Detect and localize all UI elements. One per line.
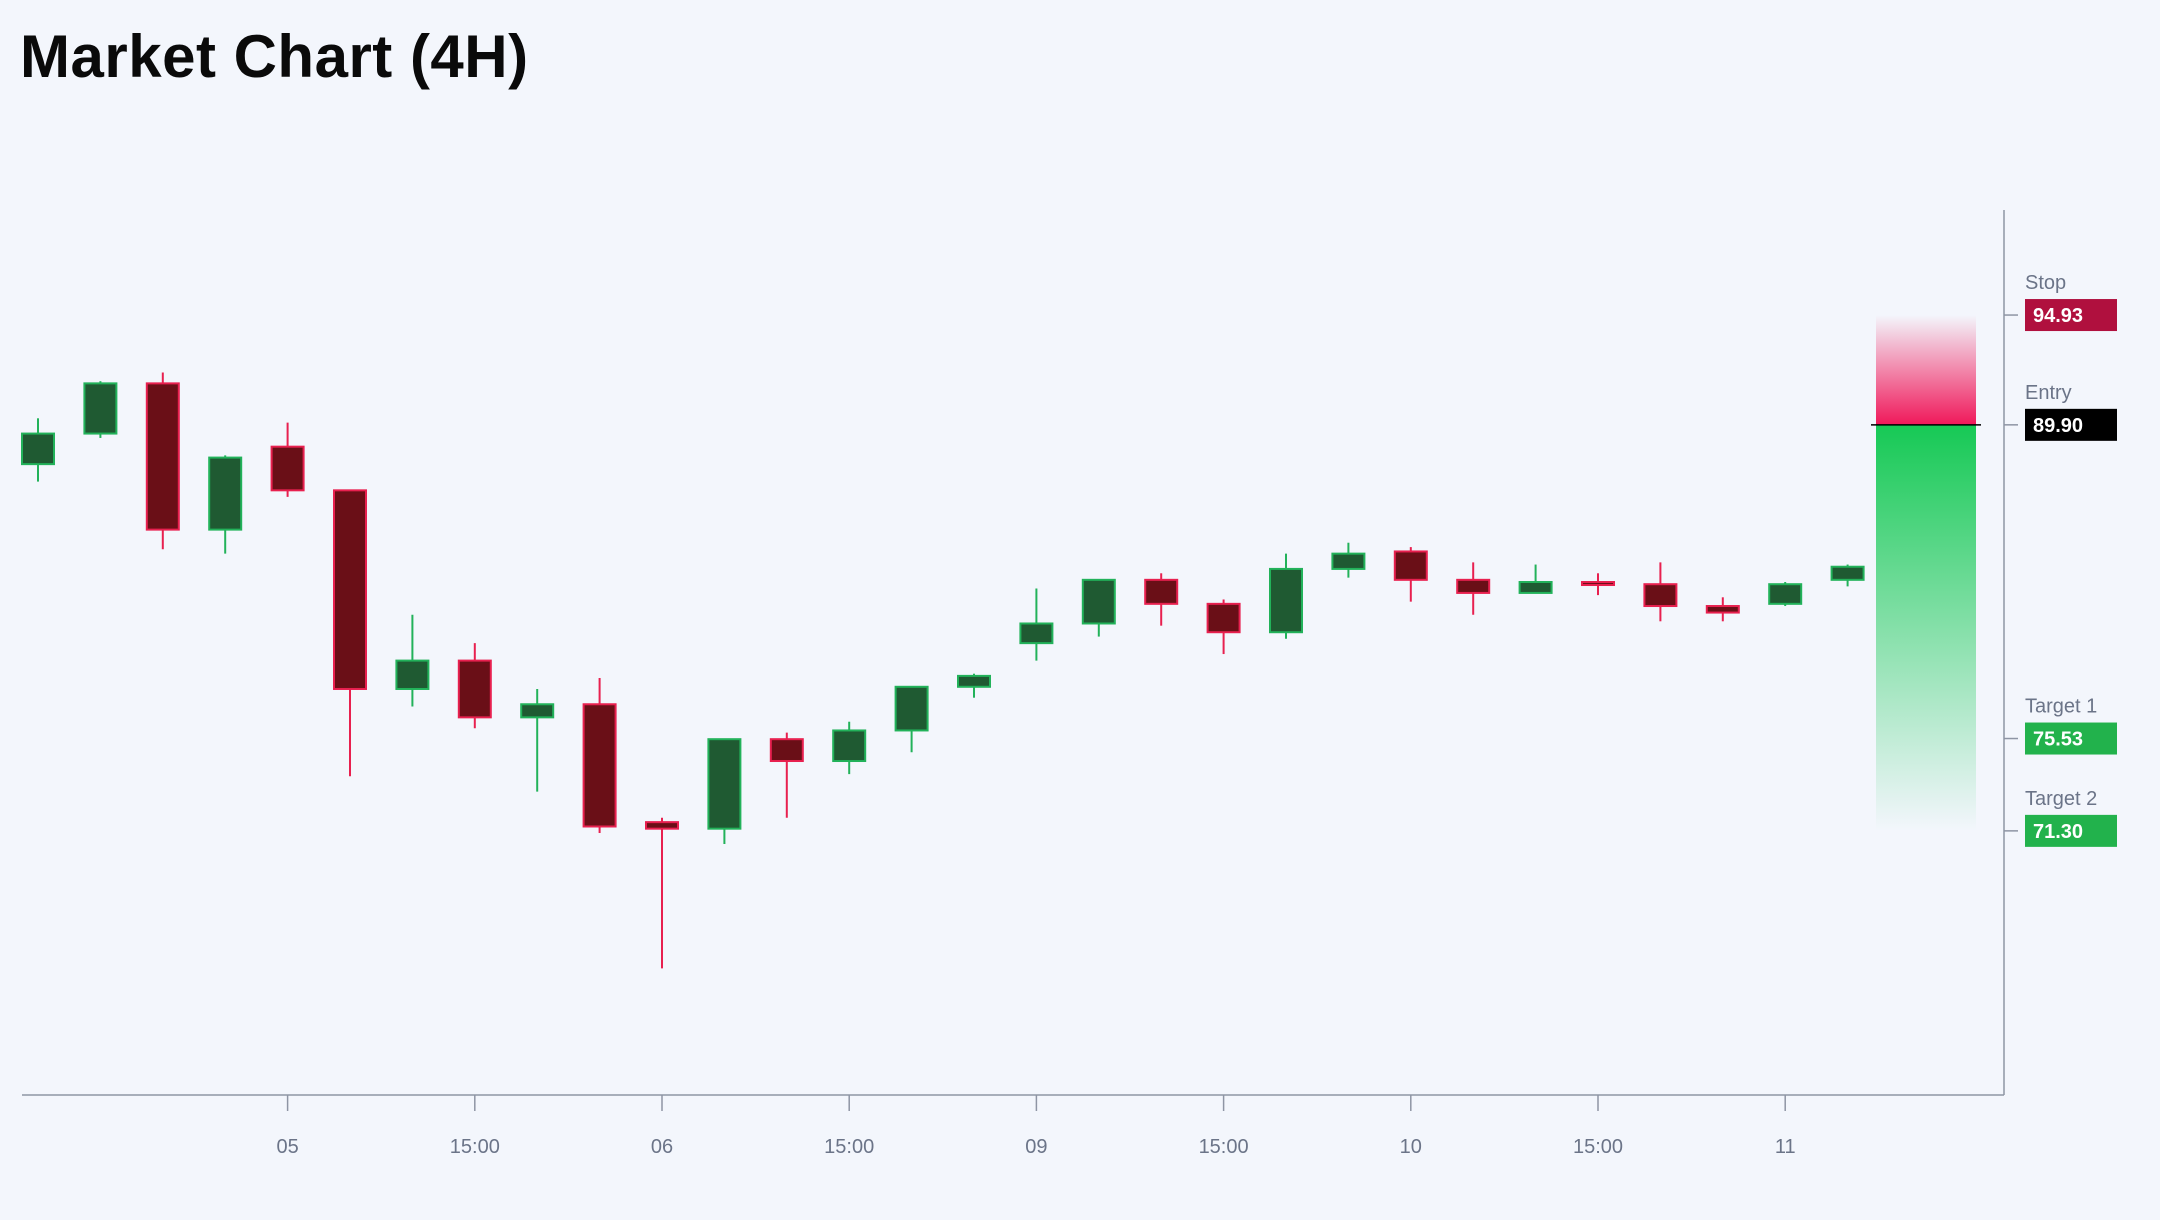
- candle-10: [645, 817, 679, 969]
- candle-body: [1206, 602, 1241, 634]
- level-target1: Target 1 75.53: [2004, 696, 2117, 755]
- candle-21: [1331, 542, 1366, 578]
- candle-body: [1081, 578, 1116, 625]
- candle-body: [457, 659, 492, 719]
- level-badge: [2025, 814, 2117, 847]
- x-tick-label: 15:00: [1573, 1136, 1623, 1158]
- candle-body: [145, 382, 180, 531]
- candle-body: [894, 685, 929, 732]
- x-tick-label: 06: [651, 1136, 673, 1158]
- candle-0: [21, 418, 55, 482]
- candle-body: [582, 703, 617, 828]
- axes: 05 15:00 06 15:00 09 15:00 10 15:00 11: [22, 210, 2005, 1158]
- candle-body: [1518, 581, 1553, 594]
- candle-body: [270, 445, 305, 492]
- candle-11: [707, 738, 742, 844]
- candle-26: [1643, 562, 1678, 622]
- candle-15: [957, 673, 991, 698]
- candle-27: [1705, 597, 1740, 622]
- price-levels: Stop 94.93 Entry 89.90 Target 1 75.53 Target 2…: [2004, 272, 2117, 847]
- candles: [21, 372, 1865, 969]
- x-tick-label: 15:00: [1199, 1136, 1249, 1158]
- level-label: Entry: [2025, 382, 2072, 404]
- level-entry: Entry 89.90: [2004, 382, 2117, 441]
- x-tick-label: 05: [276, 1136, 298, 1158]
- x-tick-label: 11: [1775, 1136, 1796, 1158]
- candle-22: [1393, 547, 1428, 602]
- level-label: Target 1: [2025, 696, 2097, 718]
- candle-body: [832, 729, 867, 763]
- candle-body: [1331, 552, 1366, 570]
- page-title: Market Chart (4H): [20, 23, 529, 90]
- candle-3: [208, 455, 243, 554]
- candle-9: [582, 678, 617, 834]
- candle-2: [145, 372, 180, 550]
- level-label: Stop: [2025, 272, 2066, 294]
- candle-body: [395, 659, 430, 690]
- candle-19: [1206, 599, 1241, 655]
- level-value: 75.53: [2033, 729, 2083, 751]
- candle-body: [1830, 565, 1865, 581]
- candle-7: [457, 643, 492, 729]
- x-tick-label: 09: [1025, 1136, 1047, 1158]
- risk-zone: [1876, 315, 1976, 425]
- candle-13: [832, 721, 867, 775]
- candle-4: [270, 422, 305, 497]
- candle-body: [1456, 578, 1491, 594]
- candle-body: [21, 432, 55, 466]
- candle-14: [894, 685, 929, 753]
- candle-body: [769, 738, 804, 763]
- candle-body: [1144, 578, 1179, 605]
- level-target2: Target 2 71.30: [2004, 788, 2117, 847]
- candle-body: [1269, 567, 1303, 634]
- candle-body: [333, 489, 367, 690]
- x-tick-label: 10: [1400, 1136, 1422, 1158]
- candle-24: [1518, 564, 1553, 594]
- candle-body: [957, 674, 991, 688]
- position-zone: [1871, 315, 1981, 831]
- candle-1: [83, 381, 118, 438]
- candle-5: [333, 489, 367, 777]
- candle-body: [1643, 583, 1678, 608]
- x-tick-label: 15:00: [824, 1136, 874, 1158]
- level-value: 71.30: [2033, 821, 2083, 843]
- x-tick-label: 15:00: [450, 1136, 500, 1158]
- candle-body: [645, 821, 679, 830]
- candle-body: [1019, 622, 1054, 645]
- candle-body: [1768, 583, 1803, 605]
- candle-17: [1081, 578, 1116, 637]
- candle-body: [208, 456, 243, 531]
- candle-8: [520, 688, 555, 792]
- candle-body: [520, 703, 555, 719]
- level-badge: [2025, 299, 2117, 332]
- level-badge: [2025, 408, 2117, 441]
- candle-body: [83, 382, 118, 435]
- candle-12: [769, 732, 804, 818]
- candle-23: [1456, 562, 1491, 615]
- candle-body: [1705, 605, 1740, 614]
- candle-20: [1269, 553, 1303, 639]
- level-value: 89.90: [2033, 415, 2083, 437]
- candle-25: [1581, 573, 1615, 596]
- candle-body: [707, 738, 742, 830]
- candle-28: [1768, 582, 1803, 607]
- candle-body: [1581, 581, 1615, 587]
- level-stop: Stop 94.93: [2004, 272, 2117, 332]
- candle-body: [1393, 550, 1428, 581]
- level-badge: [2025, 722, 2117, 755]
- candle-6: [395, 614, 430, 707]
- level-label: Target 2: [2025, 788, 2097, 810]
- level-value: 94.93: [2033, 305, 2083, 327]
- reward-zone: [1876, 424, 1976, 831]
- candle-29: [1830, 564, 1865, 587]
- candle-16: [1019, 588, 1054, 661]
- candle-18: [1144, 573, 1179, 626]
